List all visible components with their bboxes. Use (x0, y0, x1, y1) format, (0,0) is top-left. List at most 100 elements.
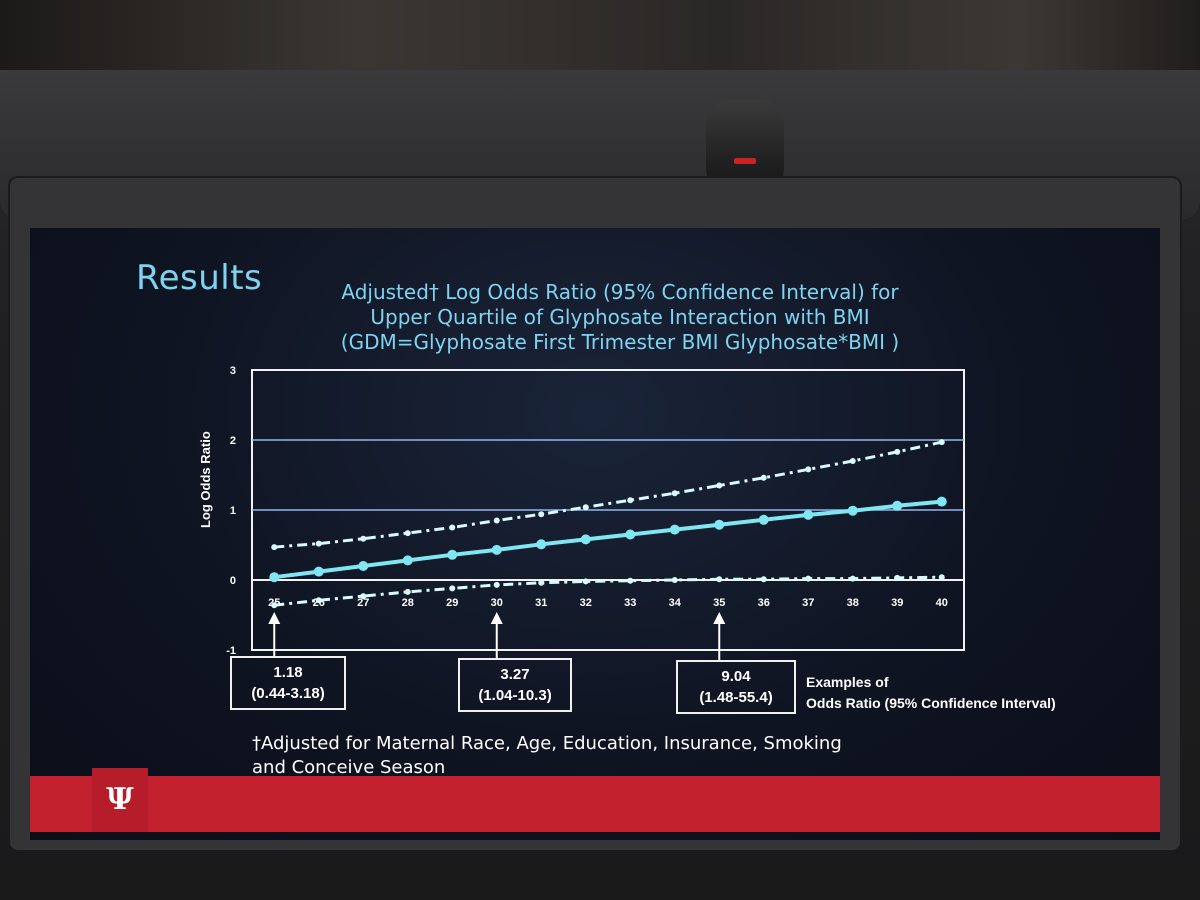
chart-title-line-1: Adjusted† Log Odds Ratio (95% Confidence… (341, 280, 899, 304)
data-point (538, 511, 545, 518)
data-point (582, 578, 589, 585)
data-point (760, 576, 767, 583)
y-tick-label: 3 (230, 365, 236, 377)
y-tick-label: -1 (226, 645, 236, 657)
data-point (315, 540, 322, 547)
data-point (847, 505, 858, 516)
x-tick-label: 30 (491, 597, 503, 609)
callout-arrow-head (268, 612, 281, 624)
data-point (714, 519, 725, 530)
data-point (404, 530, 411, 537)
callout-value: 1.18 (273, 664, 303, 681)
slide-screen: Results Adjusted† Log Odds Ratio (95% Co… (30, 228, 1160, 840)
data-point (447, 549, 458, 560)
data-point (360, 593, 367, 600)
data-point (627, 497, 634, 504)
data-point (582, 504, 589, 511)
data-point (269, 572, 280, 583)
callout-ci: (1.48-55.4) (699, 689, 773, 706)
x-tick-label: 34 (669, 597, 682, 609)
callout-arrow-head (713, 612, 726, 624)
x-tick-label: 29 (446, 597, 458, 609)
data-point (580, 534, 591, 545)
data-point (402, 555, 413, 566)
data-point (938, 439, 945, 446)
callout-box-35: 9.04 (1.48-55.4) (676, 660, 796, 714)
x-tick-label: 35 (713, 597, 725, 609)
callout-ci: (1.04-10.3) (478, 687, 552, 704)
footnote: †Adjusted for Maternal Race, Age, Educat… (252, 732, 842, 780)
line-chart: -1012325262728293031323334353637383940 (226, 365, 965, 660)
remote-light (734, 158, 756, 164)
data-point (671, 490, 678, 497)
x-tick-label: 37 (802, 597, 814, 609)
data-point (894, 574, 901, 581)
data-point (671, 577, 678, 583)
data-point (758, 514, 769, 525)
data-point (625, 529, 636, 540)
series-line-1 (274, 440, 943, 549)
slide-heading: Results (136, 258, 263, 298)
data-point (358, 561, 369, 571)
data-point (805, 575, 812, 582)
data-point (716, 576, 723, 583)
chart-title-line-2: Upper Quartile of Glyphosate Interaction… (370, 305, 870, 329)
data-point (760, 474, 767, 481)
data-point (849, 458, 856, 464)
data-point (271, 602, 278, 609)
series-line-0 (274, 499, 942, 580)
data-point (938, 574, 945, 581)
callout-box-30: 3.27 (1.04-10.3) (458, 658, 572, 712)
y-tick-label: 2 (230, 435, 236, 447)
data-point (271, 544, 278, 551)
y-tick-label: 1 (230, 505, 236, 517)
data-point (716, 482, 723, 489)
chart-title: Adjusted† Log Odds Ratio (95% Confidence… (280, 280, 960, 355)
examples-label-line-2: Odds Ratio (95% Confidence Interval) (806, 695, 1056, 711)
callout-value: 9.04 (721, 668, 751, 685)
data-point (803, 509, 814, 520)
x-tick-label: 38 (847, 597, 859, 609)
examples-label: Examples of Odds Ratio (95% Confidence I… (806, 672, 1056, 714)
data-point (313, 566, 324, 577)
data-point (449, 585, 456, 592)
data-point (538, 579, 545, 586)
data-point (360, 535, 367, 542)
data-point (669, 524, 680, 535)
callout-arrow-head (490, 612, 503, 624)
x-tick-label: 32 (580, 597, 592, 609)
x-tick-label: 36 (758, 597, 770, 609)
y-axis-label: Log Odds Ratio (198, 431, 213, 528)
y-tick-label: 0 (230, 575, 236, 587)
examples-label-line-1: Examples of (806, 674, 889, 690)
data-point (627, 577, 634, 584)
series-line-2 (274, 575, 942, 607)
x-tick-label: 28 (402, 597, 414, 609)
data-point (315, 597, 322, 604)
callout-ci: (0.44-3.18) (251, 685, 325, 702)
footnote-line-2: and Conceive Season (252, 757, 446, 778)
x-tick-label: 31 (535, 597, 547, 609)
university-logo: Ψ (92, 768, 148, 832)
x-tick-label: 40 (936, 597, 948, 609)
x-tick-label: 27 (357, 597, 369, 609)
data-point (493, 517, 500, 524)
data-point (491, 544, 502, 555)
chart-title-line-3: (GDM=Glyphosate First Trimester BMI Glyp… (340, 330, 900, 354)
x-tick-label: 39 (891, 597, 903, 609)
callout-value: 3.27 (500, 666, 530, 683)
data-point (404, 588, 411, 595)
footnote-line-1: †Adjusted for Maternal Race, Age, Educat… (252, 733, 842, 754)
data-point (493, 581, 500, 588)
background-wall (0, 0, 1200, 80)
data-point (536, 539, 547, 550)
callout-box-25: 1.18 (0.44-3.18) (230, 656, 346, 710)
data-point (805, 466, 812, 473)
x-tick-label: 33 (624, 597, 636, 609)
data-point (849, 575, 856, 582)
data-point (892, 500, 903, 511)
footer-bar (30, 776, 1160, 832)
data-point (936, 496, 947, 507)
data-point (449, 524, 456, 531)
data-point (894, 448, 901, 455)
